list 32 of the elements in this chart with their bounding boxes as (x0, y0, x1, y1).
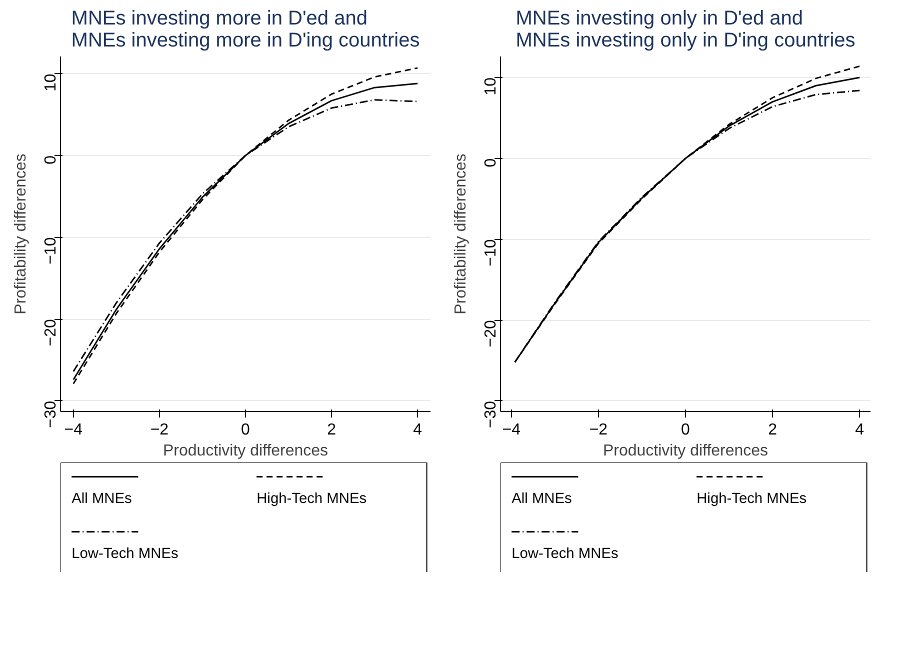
x-tick-label: 0 (241, 422, 250, 438)
x-axis-title: Productivity differences (602, 442, 768, 460)
legend-label: Low-Tech MNEs (72, 546, 178, 562)
y-axis-title: Profitability differences (452, 154, 470, 314)
y-tick-label: −10 (42, 237, 60, 264)
x-tick-label: −4 (64, 422, 83, 438)
y-tick-label: −20 (482, 320, 500, 348)
y-tick-label: −30 (482, 400, 500, 428)
x-tick-label: −2 (589, 422, 608, 438)
legend-label: All MNEs (72, 490, 132, 507)
y-axis-title: Profitability differences (12, 154, 30, 314)
chart-title: MNEs investing only in D'ed and MNEs investing only in D'ing countries (516, 8, 856, 52)
x-tick-label: 2 (327, 422, 336, 438)
y-tick-label: 10 (42, 74, 60, 92)
legend-label: High-Tech MNEs (696, 490, 807, 507)
y-tick-label: −10 (482, 239, 500, 266)
y-tick-label: −20 (42, 318, 60, 346)
x-tick-label: 2 (768, 422, 778, 438)
x-axis-title: Productivity differences (162, 442, 328, 460)
y-tick-label: 0 (482, 158, 500, 168)
x-tick-label: 0 (681, 422, 690, 438)
x-tick-label: 4 (855, 422, 864, 438)
y-tick-label: −30 (42, 400, 60, 428)
x-tick-label: 4 (413, 422, 422, 438)
legend-label: Low-Tech MNEs (512, 546, 618, 562)
legend-label: All MNEs (512, 490, 572, 507)
chart-title: MNEs investing more in D'ed and MNEs investing more in D'ing countries (71, 8, 420, 52)
x-tick-label: −2 (150, 422, 169, 438)
x-tick-label: −4 (502, 422, 521, 438)
y-tick-label: 0 (42, 155, 60, 164)
y-tick-label: 10 (482, 77, 500, 96)
legend-label: High-Tech MNEs (256, 490, 367, 507)
